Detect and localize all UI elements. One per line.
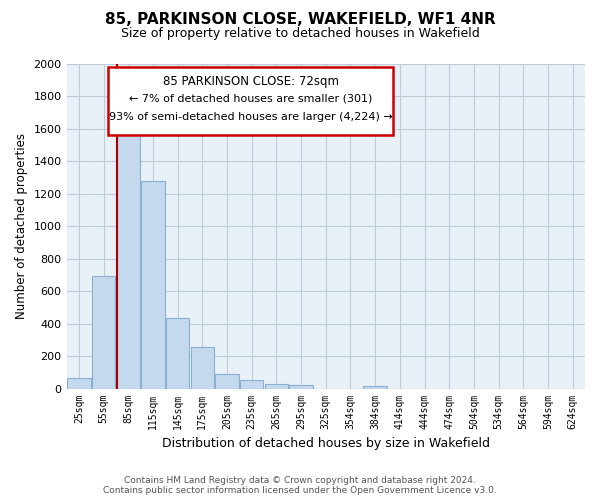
Bar (265, 384, 288, 388)
Bar (215, 374, 239, 388)
Y-axis label: Number of detached properties: Number of detached properties (15, 134, 28, 320)
Bar (92, 276, 115, 388)
FancyBboxPatch shape (108, 67, 393, 136)
Bar (116, 124, 140, 388)
Text: ← 7% of detached houses are smaller (301): ← 7% of detached houses are smaller (301… (129, 94, 372, 104)
Bar (240, 380, 263, 388)
Text: 85 PARKINSON CLOSE: 72sqm: 85 PARKINSON CLOSE: 72sqm (163, 76, 338, 88)
X-axis label: Distribution of detached houses by size in Wakefield: Distribution of detached houses by size … (162, 437, 490, 450)
Bar (141, 181, 164, 388)
Text: Size of property relative to detached houses in Wakefield: Size of property relative to detached ho… (121, 28, 479, 40)
Bar (67, 378, 91, 388)
Text: Contains HM Land Registry data © Crown copyright and database right 2024.
Contai: Contains HM Land Registry data © Crown c… (103, 476, 497, 495)
Bar (166, 318, 190, 388)
Bar (191, 347, 214, 389)
Bar (364, 386, 387, 388)
Text: 93% of semi-detached houses are larger (4,224) →: 93% of semi-detached houses are larger (… (109, 112, 392, 122)
Text: 85, PARKINSON CLOSE, WAKEFIELD, WF1 4NR: 85, PARKINSON CLOSE, WAKEFIELD, WF1 4NR (104, 12, 496, 28)
Bar (289, 385, 313, 388)
